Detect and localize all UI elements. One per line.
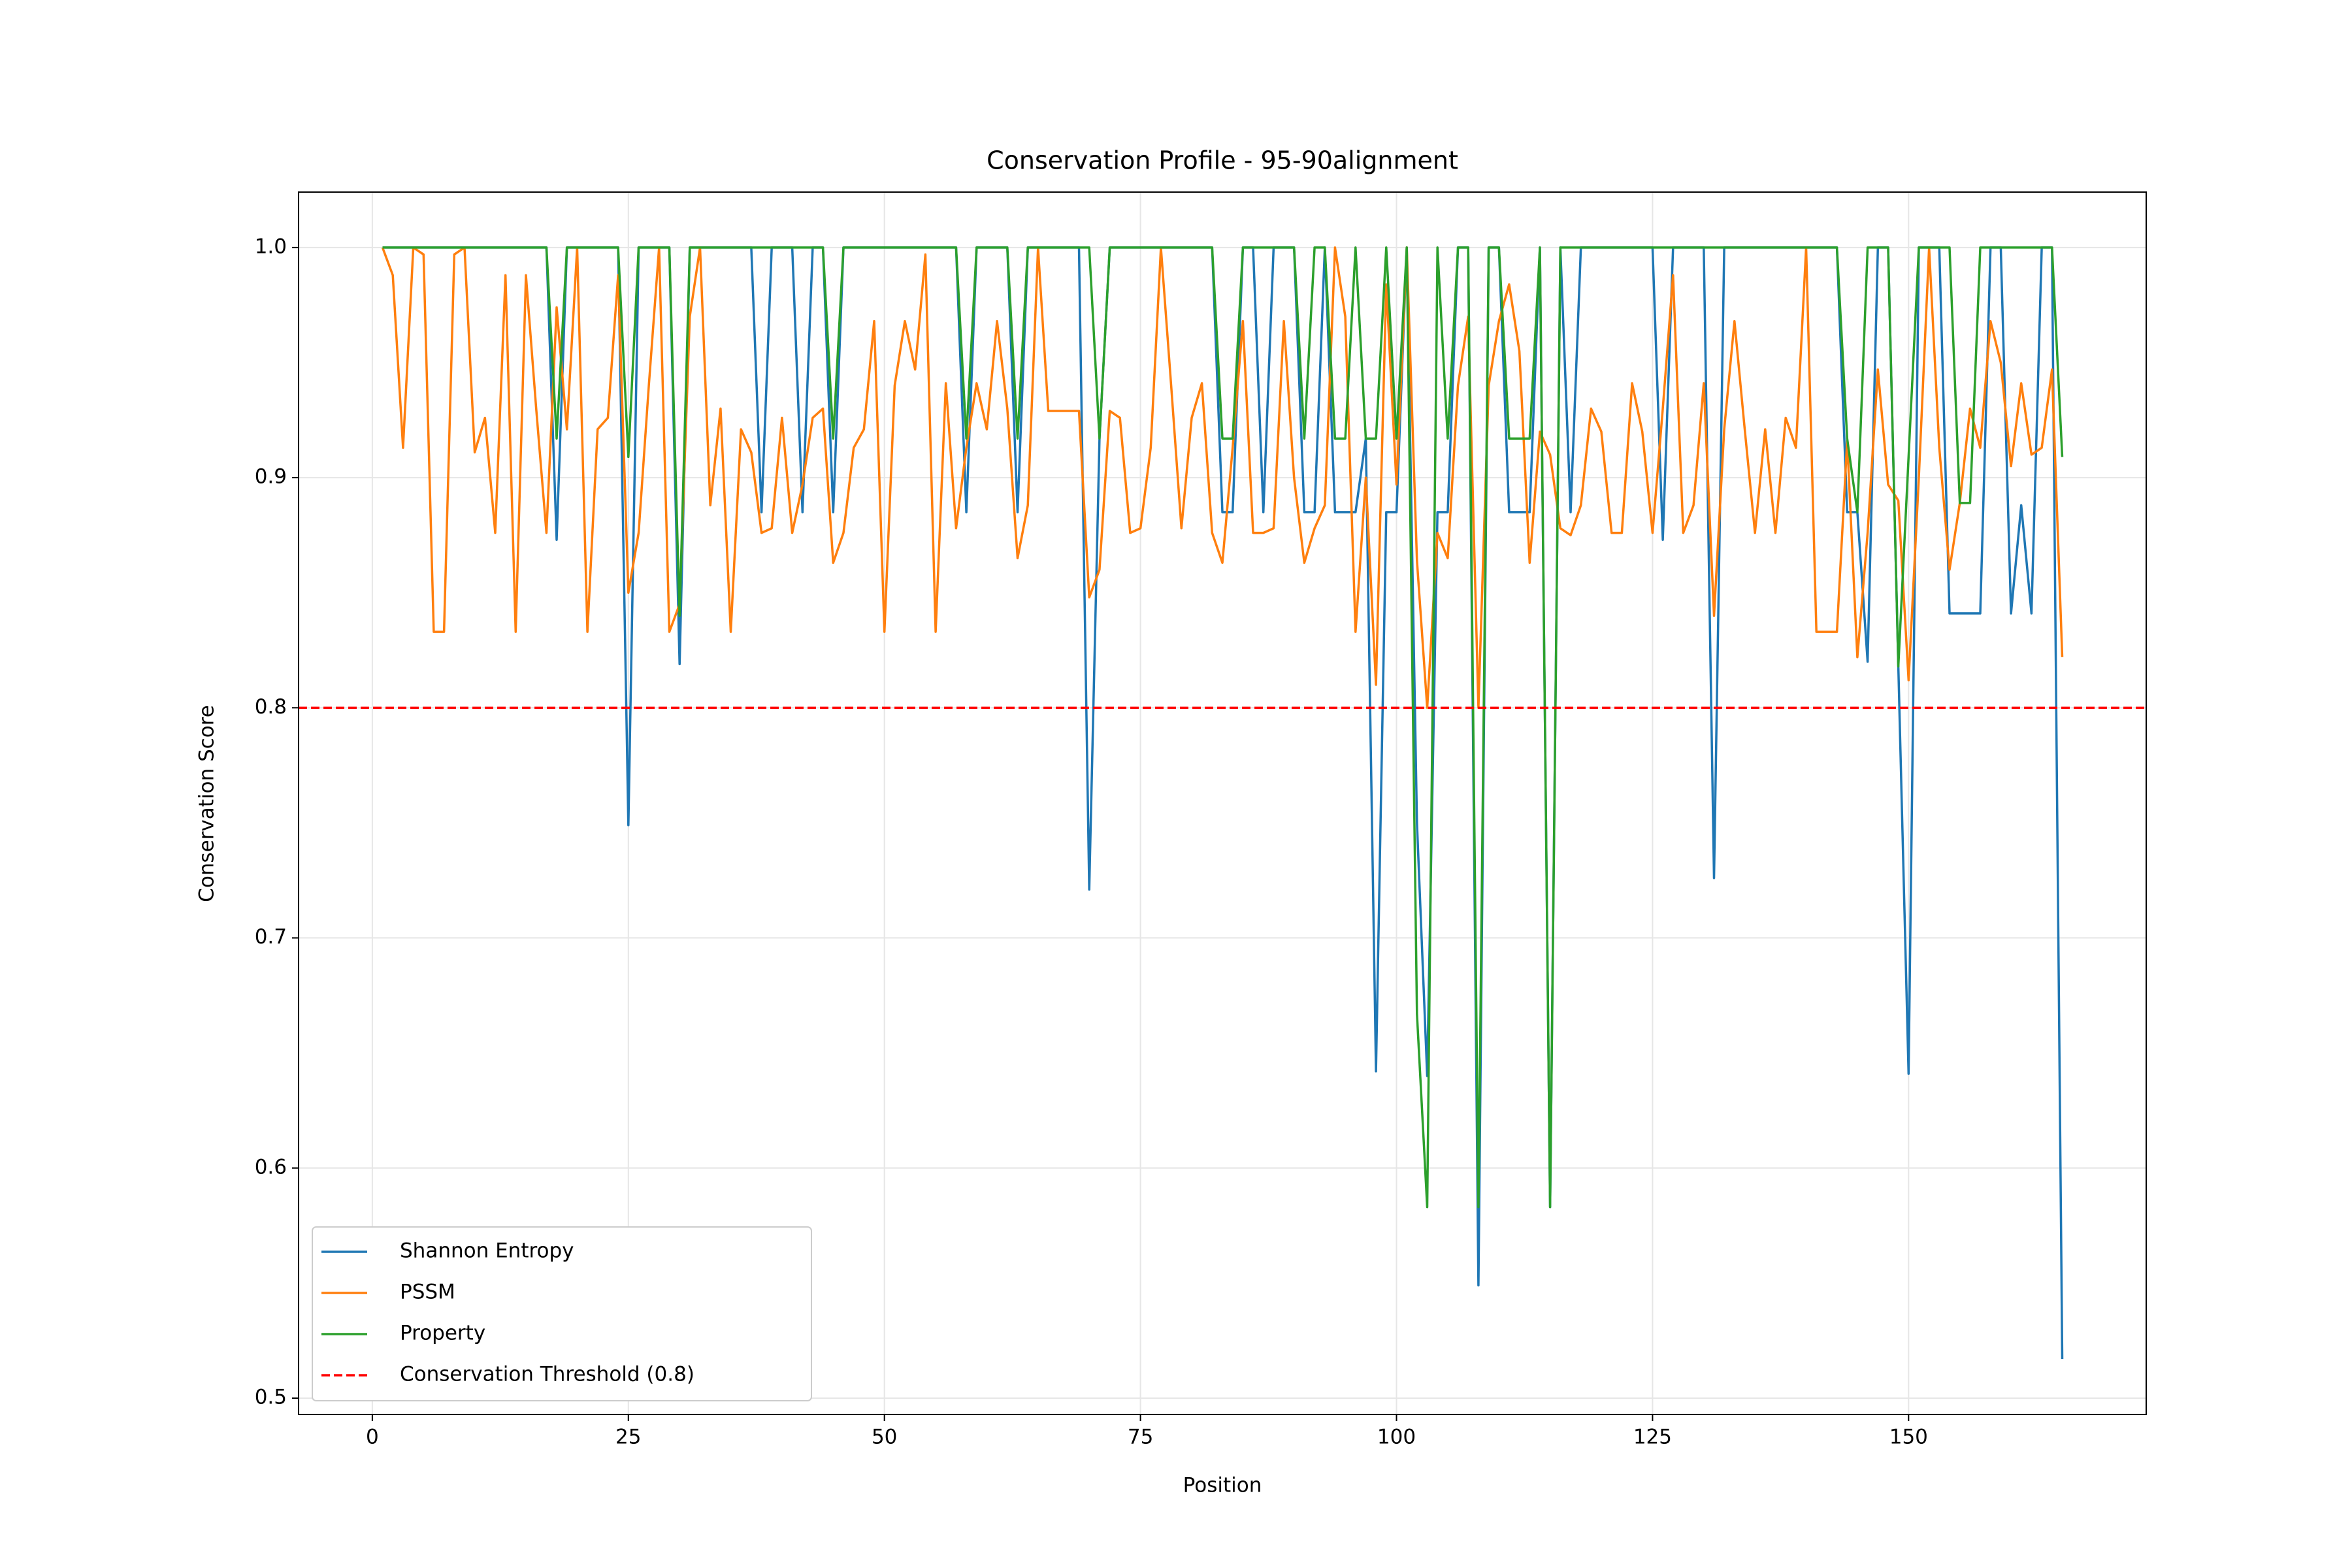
y-tick-label: 1.0 bbox=[255, 235, 287, 258]
x-tick-label: 0 bbox=[366, 1426, 379, 1449]
series-line bbox=[381, 246, 2064, 710]
x-tick-label: 75 bbox=[1128, 1426, 1153, 1449]
chart-title: Conservation Profile - 95-90alignment bbox=[987, 146, 1458, 175]
y-tick-label: 0.6 bbox=[255, 1155, 287, 1179]
y-tick-label: 0.9 bbox=[255, 465, 287, 489]
x-tick-label: 150 bbox=[1889, 1426, 1928, 1449]
legend-box bbox=[312, 1226, 812, 1401]
x-axis-label: Position bbox=[1183, 1474, 1262, 1497]
plot-frame bbox=[298, 191, 2147, 1415]
legend-label: PSSM bbox=[400, 1281, 455, 1304]
x-tick-label: 25 bbox=[615, 1426, 641, 1449]
legend-label: Shannon Entropy bbox=[400, 1239, 574, 1263]
y-tick-label: 0.5 bbox=[255, 1385, 287, 1409]
x-tick-label: 50 bbox=[872, 1426, 897, 1449]
legend-label: Property bbox=[400, 1322, 485, 1345]
y-tick-label: 0.8 bbox=[255, 695, 287, 719]
y-tick-label: 0.7 bbox=[255, 925, 287, 949]
x-tick-label: 125 bbox=[1633, 1426, 1672, 1449]
series-line bbox=[382, 246, 2064, 1209]
legend-label: Conservation Threshold (0.8) bbox=[400, 1363, 694, 1386]
x-tick-label: 100 bbox=[1377, 1426, 1416, 1449]
y-axis-label: Conservation Score bbox=[195, 705, 219, 902]
